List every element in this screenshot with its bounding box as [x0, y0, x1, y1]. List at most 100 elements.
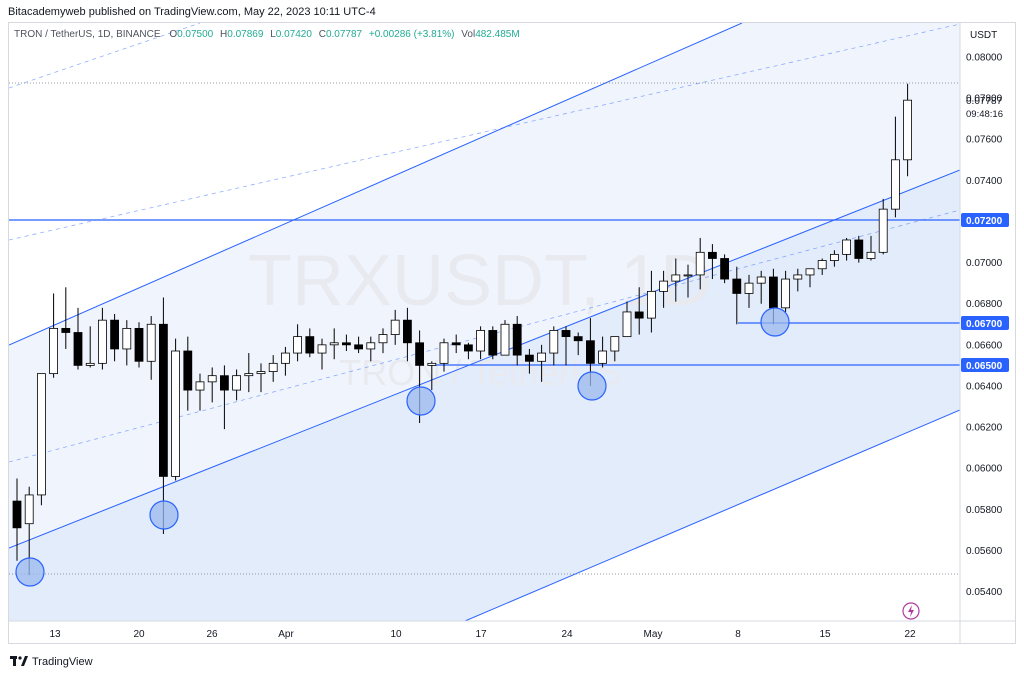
candle-up[interactable] — [756, 276, 766, 284]
time-tick-label: 20 — [133, 629, 145, 640]
candle-up[interactable] — [500, 323, 510, 356]
ohlc-legend: TRON / TetherUS, 1D, BINANCE O0.07500 H0… — [14, 29, 520, 40]
candle-down[interactable] — [586, 340, 595, 364]
candle-up[interactable] — [171, 350, 181, 477]
candle-down[interactable] — [708, 251, 717, 259]
candle-up[interactable] — [244, 373, 254, 377]
candle-up[interactable] — [378, 334, 388, 344]
candle-up[interactable] — [232, 375, 242, 391]
candle-down[interactable] — [12, 500, 22, 529]
time-tick-label: 22 — [904, 629, 916, 640]
candle-down[interactable] — [634, 311, 644, 319]
candle-up[interactable] — [37, 373, 46, 496]
candle-down[interactable] — [854, 239, 864, 259]
candle-down[interactable] — [512, 323, 522, 356]
candle-down[interactable] — [720, 258, 729, 280]
pivot-circle[interactable] — [15, 557, 45, 587]
candle-up[interactable] — [293, 336, 303, 354]
footer-brand-text: TradingView — [32, 656, 93, 668]
candle-down[interactable] — [415, 342, 425, 366]
candle-up[interactable] — [390, 319, 400, 335]
candle-up[interactable] — [891, 159, 900, 210]
legend-symbol: TRON / TetherUS, 1D, BINANCE — [14, 29, 161, 40]
footer-brand[interactable]: TradingView — [10, 655, 93, 669]
candle-down[interactable] — [561, 330, 571, 338]
candle-up[interactable] — [98, 319, 107, 364]
candle-up[interactable] — [622, 311, 632, 338]
candle-up[interactable] — [671, 274, 681, 282]
candle-up[interactable] — [256, 371, 266, 375]
price-tick-label: 0.05600 — [966, 546, 1003, 557]
candle-up[interactable] — [439, 342, 449, 364]
candle-up[interactable] — [49, 327, 58, 375]
upper-channel-line[interactable] — [9, 23, 743, 346]
candle-down[interactable] — [341, 342, 351, 346]
candle-up[interactable] — [866, 251, 876, 259]
candle-up[interactable] — [146, 323, 156, 362]
candle-up[interactable] — [842, 239, 851, 255]
time-axis[interactable]: 13 20 26 Apr 10 17 24 May 8 15 22 — [49, 629, 916, 640]
candle-down[interactable] — [463, 344, 473, 352]
price-axis[interactable]: 0.08000 0.07800 0.07600 0.07400 0.07200 0.070… — [966, 53, 1003, 599]
candle-down[interactable] — [488, 330, 498, 356]
countdown-label: 09:48:16 — [966, 109, 1003, 120]
candle-down[interactable] — [573, 336, 583, 342]
legend-open-value: 0.07500 — [177, 29, 214, 40]
price-tick-label: 0.06000 — [966, 464, 1003, 475]
candle-down[interactable] — [354, 344, 364, 350]
candle-down[interactable] — [769, 276, 778, 309]
candle-up[interactable] — [268, 362, 278, 372]
watermark-name: TRON / TetherUS — [339, 352, 620, 393]
candle-up[interactable] — [781, 278, 790, 309]
candle-down[interactable] — [183, 350, 193, 391]
candle-up[interactable] — [329, 342, 339, 346]
candle-up[interactable] — [366, 342, 376, 350]
candle-down[interactable] — [219, 375, 229, 391]
candle-up[interactable] — [537, 352, 546, 362]
candle-down[interactable] — [61, 327, 71, 333]
pivot-circle[interactable] — [149, 500, 179, 530]
candle-up[interactable] — [830, 253, 839, 261]
candle-up[interactable] — [659, 280, 668, 292]
candle-down[interactable] — [73, 332, 83, 366]
middle-channel-line[interactable] — [9, 169, 960, 549]
lower-channel-line[interactable] — [464, 409, 960, 621]
candle-up[interactable] — [598, 350, 607, 364]
candle-up[interactable] — [793, 274, 803, 280]
time-tick-label: May — [644, 629, 663, 640]
candle-up[interactable] — [683, 274, 693, 277]
candle-up[interactable] — [817, 260, 827, 270]
candle-down[interactable] — [732, 278, 742, 294]
candle-up[interactable] — [476, 330, 486, 352]
candle-down[interactable] — [110, 319, 119, 350]
candle-up[interactable] — [24, 494, 34, 525]
candle-down[interactable] — [402, 319, 412, 344]
candle-down[interactable] — [451, 342, 461, 346]
candle-up[interactable] — [317, 344, 327, 354]
legend-low-value: 0.07420 — [275, 29, 312, 40]
candle-up[interactable] — [805, 268, 815, 276]
pivot-circle[interactable] — [406, 386, 436, 416]
candle-up[interactable] — [610, 336, 620, 352]
candle-down[interactable] — [134, 327, 144, 362]
candle-up[interactable] — [549, 330, 559, 354]
candle-down[interactable] — [305, 336, 315, 354]
candle-up[interactable] — [122, 327, 132, 350]
candle-up[interactable] — [85, 362, 95, 366]
candle-up[interactable] — [903, 99, 912, 161]
candle-up[interactable] — [695, 251, 705, 276]
candle-up[interactable] — [647, 290, 656, 319]
candle-up[interactable] — [878, 208, 888, 253]
candle-up[interactable] — [427, 362, 437, 366]
candle-down[interactable] — [525, 354, 534, 362]
legend-low-label: L — [270, 29, 276, 40]
candle-up[interactable] — [195, 381, 205, 391]
candle-up[interactable] — [207, 375, 217, 383]
pivot-circle[interactable] — [760, 307, 790, 337]
candle-up[interactable] — [744, 282, 754, 294]
candle-up[interactable] — [280, 352, 290, 364]
candle-down[interactable] — [158, 323, 168, 477]
lightning-icon[interactable] — [902, 602, 920, 620]
pivot-circle[interactable] — [577, 371, 607, 401]
